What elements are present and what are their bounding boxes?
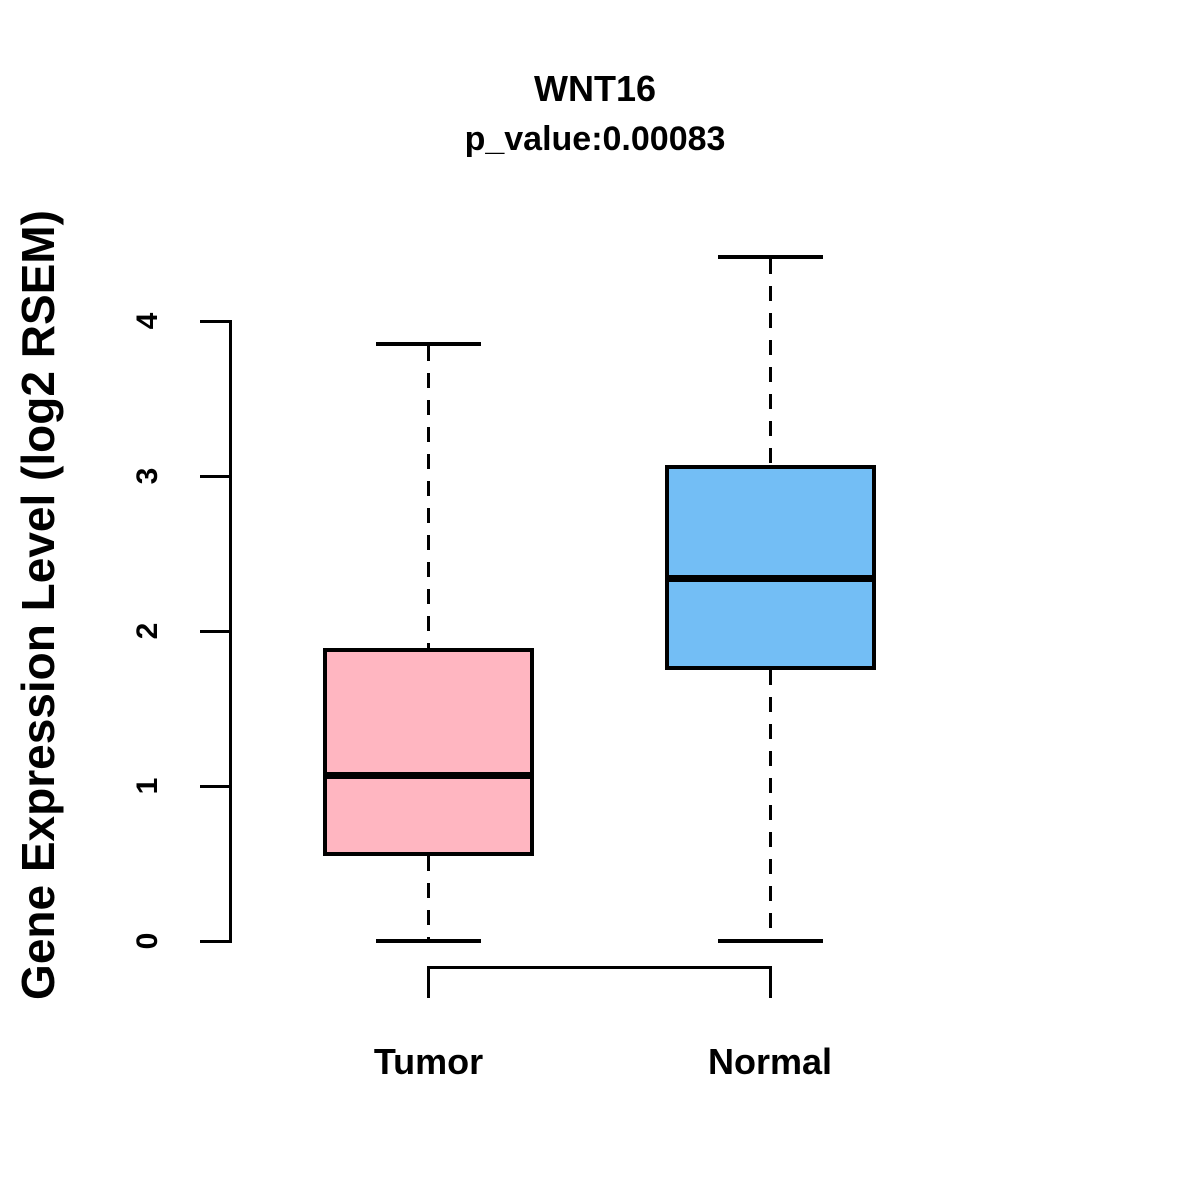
- y-axis-tick-label: 1: [131, 777, 164, 795]
- median-line: [664, 574, 876, 582]
- y-axis-tick-label: 4: [131, 312, 164, 330]
- y-axis-tick-label: 3: [131, 467, 164, 485]
- x-axis-bracket-tick: [427, 967, 430, 998]
- x-axis-category-label: Normal: [707, 1041, 833, 1082]
- iqr-box: [664, 464, 876, 671]
- y-axis-tick: [200, 629, 230, 633]
- y-axis-line: [228, 319, 232, 943]
- x-axis-category-label: Tumor: [373, 1041, 484, 1082]
- whisker-upper: [768, 259, 772, 467]
- y-axis-tick-label: 2: [131, 622, 164, 640]
- median-line: [323, 771, 534, 779]
- x-axis-bracket-tick: [768, 967, 772, 998]
- chart-title: WNT16: [533, 68, 656, 109]
- x-axis-bracket-line: [427, 965, 772, 969]
- whisker-upper: [427, 346, 430, 650]
- chart-subtitle-pvalue: p_value:0.00083: [464, 120, 726, 158]
- whisker-cap-max: [717, 255, 823, 260]
- whisker-cap-min: [717, 939, 823, 943]
- whisker-lower: [768, 670, 772, 939]
- iqr-box: [323, 647, 534, 857]
- whisker-lower: [427, 856, 430, 939]
- y-axis-tick: [200, 939, 230, 943]
- whisker-cap-max: [376, 342, 481, 347]
- y-axis-tick: [200, 784, 230, 788]
- y-axis-tick-label: 0: [131, 932, 164, 950]
- y-axis-tick: [200, 474, 230, 478]
- y-axis-tick: [200, 319, 230, 323]
- whisker-cap-min: [376, 939, 481, 943]
- y-axis-label: Gene Expression Level (log2 RSEM): [12, 210, 64, 1000]
